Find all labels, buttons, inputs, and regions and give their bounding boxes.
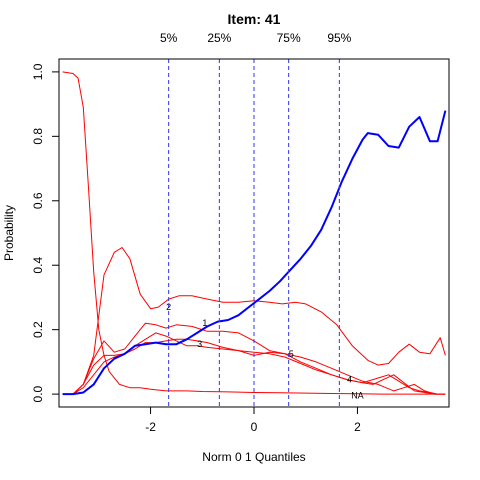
curve-label-1: 1 xyxy=(202,318,207,328)
quantile-label: 5% xyxy=(160,31,178,45)
quantile-labels-layer: 5% 25% 75% 95% xyxy=(160,31,352,45)
series-line-1 xyxy=(62,110,447,396)
series-line-2 xyxy=(62,247,446,395)
quantile-label: 25% xyxy=(207,31,231,45)
y-tick-label: 0.0 xyxy=(31,385,45,402)
y-tick-label: 0.6 xyxy=(31,192,45,209)
curves-layer xyxy=(62,71,447,396)
quantile-label: 95% xyxy=(327,31,351,45)
y-tick-label: 0.4 xyxy=(31,257,45,274)
chart-title: Item: 41 xyxy=(228,11,281,27)
curve-labels-layer: 1 2 3 4 5 NA xyxy=(166,302,364,401)
quantile-lines-layer xyxy=(168,59,340,407)
quantile-label: 75% xyxy=(277,31,301,45)
series-line-NA xyxy=(62,71,446,395)
x-tick-label: 0 xyxy=(251,420,258,434)
x-tick-label: 2 xyxy=(354,420,361,434)
x-axis-title: Norm 0 1 Quantiles xyxy=(202,450,305,464)
y-tick-label: 0.8 xyxy=(31,128,45,145)
curve-label-4: 4 xyxy=(347,375,352,385)
curve-label-2: 2 xyxy=(166,302,171,312)
curve-label-3: 3 xyxy=(197,339,202,349)
x-axis: -2 0 2 xyxy=(145,407,361,434)
y-tick-label: 1.0 xyxy=(31,63,45,80)
y-tick-label: 0.2 xyxy=(31,321,45,338)
x-tick-label: -2 xyxy=(145,420,156,434)
y-axis-title: Probability xyxy=(2,205,16,261)
series-line-5 xyxy=(62,338,446,395)
curve-label-5: 5 xyxy=(289,349,294,359)
series-line-4 xyxy=(62,322,446,395)
curve-label-NA: NA xyxy=(351,391,364,401)
y-axis: 0.0 0.2 0.4 0.6 0.8 1.0 xyxy=(31,63,59,402)
